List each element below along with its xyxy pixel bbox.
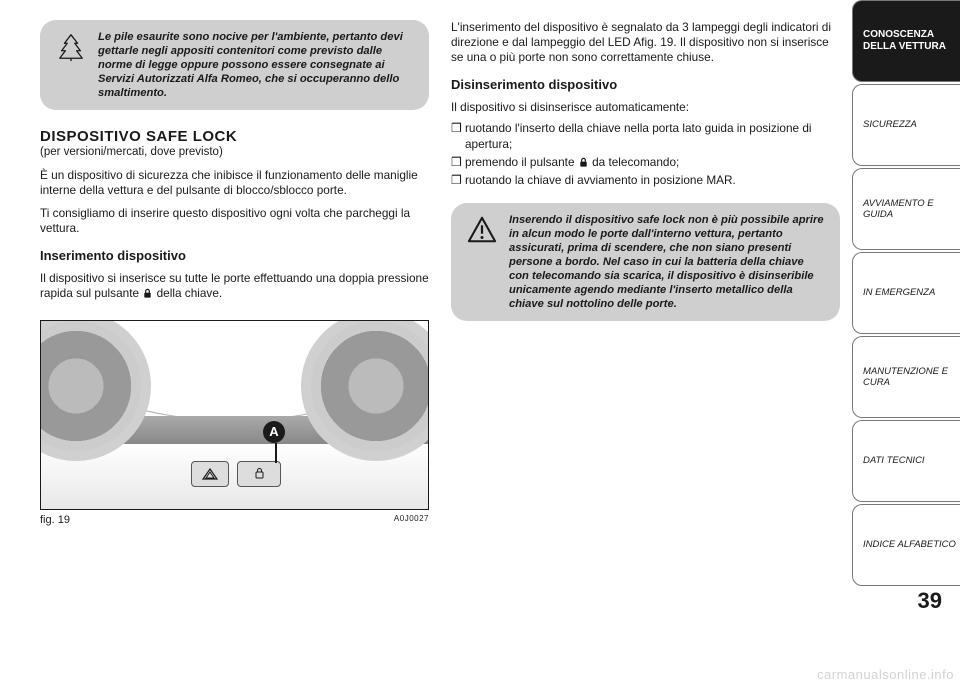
lock-icon bbox=[578, 157, 589, 168]
para-led: L'inserimento del dispositivo è segnalat… bbox=[451, 20, 840, 65]
bullet-text: ruotando l'inserto della chiave nella po… bbox=[465, 121, 840, 153]
tree-icon bbox=[54, 30, 88, 64]
para-description-2: Ti consigliamo di inserire questo dispos… bbox=[40, 206, 429, 236]
bullet-marker: ❒ bbox=[451, 121, 465, 153]
label-a: A bbox=[263, 421, 285, 443]
tab-label: SICUREZZA bbox=[863, 119, 917, 130]
label-a-text: A bbox=[269, 424, 278, 439]
tab-label: AVVIAMENTO E GUIDA bbox=[863, 198, 960, 221]
safe-lock-subtitle: (per versioni/mercati, dove previsto) bbox=[40, 145, 429, 160]
right-column: L'inserimento del dispositivo è segnalat… bbox=[451, 20, 840, 660]
bullet-list: ❒ ruotando l'inserto della chiave nella … bbox=[451, 121, 840, 189]
tab-label: MANUTENZIONE E CURA bbox=[863, 366, 960, 389]
bullet-marker: ❒ bbox=[451, 173, 465, 189]
bullet-text: premendo il pulsante da telecomando; bbox=[465, 155, 840, 171]
hazard-button bbox=[191, 461, 229, 487]
bullet-item: ❒ premendo il pulsante da telecomando; bbox=[451, 155, 840, 171]
tab-manutenzione[interactable]: MANUTENZIONE E CURA bbox=[852, 336, 960, 418]
para-insert-a: Il dispositivo si inserisce su tutte le … bbox=[40, 271, 429, 300]
bullet-pre: premendo il pulsante bbox=[465, 155, 578, 169]
tab-emergenza[interactable]: IN EMERGENZA bbox=[852, 252, 960, 334]
tab-avviamento[interactable]: AVVIAMENTO E GUIDA bbox=[852, 168, 960, 250]
watermark: carmanualsonline.info bbox=[817, 667, 954, 682]
tab-dati-tecnici[interactable]: DATI TECNICI bbox=[852, 420, 960, 502]
lock-icon bbox=[142, 288, 153, 299]
para-insert-b: della chiave. bbox=[153, 286, 222, 300]
safe-lock-heading: DISPOSITIVO SAFE LOCK bbox=[40, 128, 429, 145]
figure-caption: fig. 19 bbox=[40, 514, 70, 526]
manual-page: Le pile esaurite sono nocive per l'ambie… bbox=[0, 0, 960, 686]
content-columns: Le pile esaurite sono nocive per l'ambie… bbox=[40, 20, 840, 660]
para-description-1: È un dispositivo di sicurezza che inibis… bbox=[40, 168, 429, 198]
figure-caption-row: fig. 19 A0J0027 bbox=[40, 514, 429, 526]
bullet-marker: ❒ bbox=[451, 155, 465, 171]
section-tabs: CONOSCENZA DELLA VETTURA SICUREZZA AVVIA… bbox=[852, 0, 960, 686]
page-number-text: 39 bbox=[918, 588, 942, 614]
tab-label: DATI TECNICI bbox=[863, 455, 925, 466]
left-column: Le pile esaurite sono nocive per l'ambie… bbox=[40, 20, 429, 660]
tab-sicurezza[interactable]: SICUREZZA bbox=[852, 84, 960, 166]
page-number: 39 bbox=[852, 588, 960, 628]
para-auto: Il dispositivo si disinserisce automatic… bbox=[451, 100, 840, 115]
tab-label: IN EMERGENZA bbox=[863, 287, 935, 298]
bullet-post: da telecomando; bbox=[589, 155, 680, 169]
disinsert-subheading: Disinserimento dispositivo bbox=[451, 77, 840, 92]
bullet-item: ❒ ruotando la chiave di avviamento in po… bbox=[451, 173, 840, 189]
tab-indice[interactable]: INDICE ALFABETICO bbox=[852, 504, 960, 586]
warning-icon bbox=[465, 213, 499, 247]
figure-illustration: A bbox=[40, 320, 429, 510]
label-leader bbox=[275, 443, 277, 463]
tab-conoscenza[interactable]: CONOSCENZA DELLA VETTURA bbox=[852, 0, 960, 82]
eco-callout: Le pile esaurite sono nocive per l'ambie… bbox=[40, 20, 429, 110]
eco-callout-text: Le pile esaurite sono nocive per l'ambie… bbox=[98, 30, 415, 100]
bullet-text: ruotando la chiave di avviamento in posi… bbox=[465, 173, 840, 189]
insert-subheading: Inserimento dispositivo bbox=[40, 248, 429, 263]
figure-19: A fig. 19 A0J0027 bbox=[40, 320, 429, 526]
figure-code: A0J0027 bbox=[394, 514, 429, 526]
tab-label: INDICE ALFABETICO bbox=[863, 539, 956, 550]
lock-button bbox=[237, 461, 281, 487]
tab-label: CONOSCENZA DELLA VETTURA bbox=[863, 29, 960, 53]
warning-callout-text: Inserendo il dispositivo safe lock non è… bbox=[509, 213, 826, 311]
warning-callout: Inserendo il dispositivo safe lock non è… bbox=[451, 203, 840, 321]
bullet-item: ❒ ruotando l'inserto della chiave nella … bbox=[451, 121, 840, 153]
para-insert: Il dispositivo si inserisce su tutte le … bbox=[40, 271, 429, 301]
